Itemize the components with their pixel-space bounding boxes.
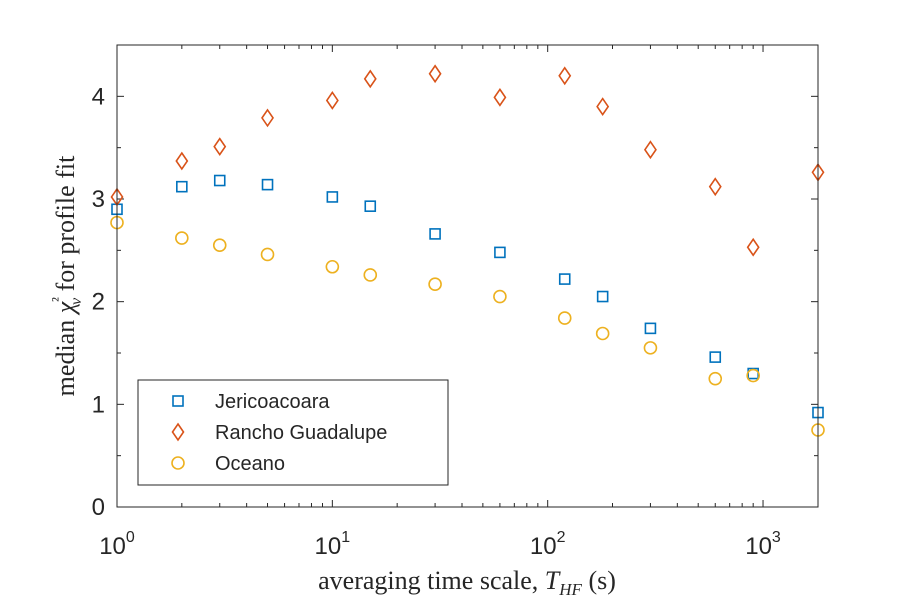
- data-point-diamond: [596, 97, 610, 117]
- data-point-square: [558, 273, 571, 285]
- x-tick-label: 101: [315, 529, 351, 560]
- tick-labels: 100 101 102 103 0 1 2 3 4: [92, 83, 781, 560]
- data-point-circle: [175, 231, 189, 245]
- data-point-circle: [325, 259, 340, 274]
- y-tick-label: 0: [92, 494, 105, 521]
- data-point-diamond: [325, 91, 339, 110]
- data-point-circle: [260, 247, 275, 262]
- data-point-square: [364, 200, 377, 212]
- x-axis-title-var: T: [545, 566, 561, 595]
- x-tick-label: 103: [745, 529, 781, 560]
- data-point-diamond: [493, 87, 507, 107]
- series-diamond: [110, 64, 825, 257]
- data-point-square: [261, 178, 274, 191]
- data-point-diamond: [708, 177, 722, 197]
- x-axis-title: averaging time scale, THF (s): [318, 566, 616, 599]
- legend-marker-square: [172, 395, 184, 407]
- data-point-diamond: [428, 64, 442, 84]
- data-point-square: [596, 290, 609, 303]
- data-point-diamond: [558, 66, 572, 86]
- y-tick-label: 1: [92, 391, 105, 418]
- data-point-square: [213, 174, 226, 187]
- x-axis-title-pre: averaging time scale,: [318, 566, 545, 595]
- y-axis-title-pre: median: [51, 313, 80, 396]
- legend: Jericoacoara Rancho Guadalupe Oceano: [137, 379, 449, 486]
- x-axis-title-sub: HF: [558, 580, 582, 599]
- data-point-diamond: [261, 108, 274, 128]
- legend-marker-diamond: [171, 422, 185, 442]
- y-axis-title-sup: ²: [50, 297, 67, 302]
- y-tick-label: 3: [92, 186, 105, 213]
- data-point-diamond: [363, 69, 377, 89]
- y-axis-title: median χ²ν for profile fit: [50, 155, 85, 396]
- x-axis-title-post: (s): [582, 566, 616, 595]
- data-point-diamond: [643, 140, 657, 160]
- data-point-square: [326, 191, 339, 203]
- data-point-diamond: [175, 151, 189, 171]
- y-axis-title-sub: ν: [68, 297, 85, 305]
- legend-marker-circle: [171, 456, 185, 470]
- data-point-circle: [746, 368, 760, 383]
- x-tick-label: 100: [99, 529, 135, 560]
- data-point-circle: [708, 371, 723, 386]
- y-axis-title-post: for profile fit: [51, 155, 80, 298]
- legend-label: Jericoacoara: [215, 391, 330, 413]
- data-point-circle: [557, 311, 572, 325]
- legend-label: Oceano: [215, 453, 285, 475]
- y-tick-label: 2: [92, 289, 105, 316]
- data-point-circle: [643, 341, 658, 355]
- data-point-diamond: [213, 137, 227, 157]
- data-point-circle: [428, 277, 442, 292]
- legend-label: Rancho Guadalupe: [215, 422, 387, 444]
- data-marks: [110, 64, 825, 437]
- data-point-square: [176, 180, 188, 193]
- x-tick-label: 102: [530, 529, 566, 560]
- data-point-square: [644, 322, 657, 335]
- data-point-diamond: [746, 237, 760, 257]
- data-point-circle: [493, 289, 507, 304]
- y-axis-title-sym: χ: [51, 301, 80, 316]
- legend-box: [137, 379, 449, 486]
- data-point-circle: [363, 268, 378, 282]
- plot-frame: [116, 44, 819, 508]
- data-point-circle: [212, 238, 227, 252]
- data-point-square: [429, 228, 441, 240]
- y-tick-label: 4: [92, 83, 105, 110]
- data-point-square: [494, 246, 506, 259]
- data-point-square: [709, 351, 722, 363]
- data-point-circle: [595, 326, 610, 341]
